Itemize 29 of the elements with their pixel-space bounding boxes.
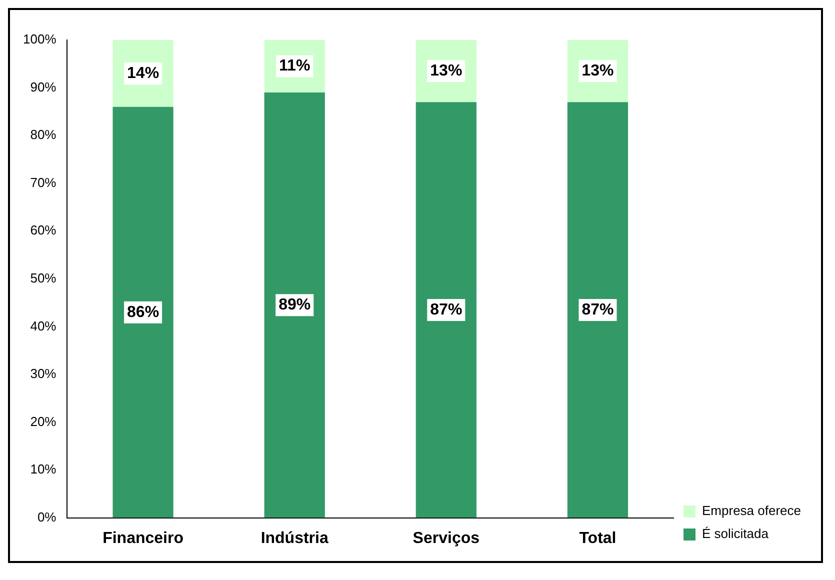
data-label: 87% bbox=[582, 301, 614, 318]
bar bbox=[112, 106, 174, 518]
x-tick-label: Total bbox=[579, 530, 616, 547]
y-tick-label: 30% bbox=[30, 366, 57, 382]
legend-label: É solicitada bbox=[702, 526, 770, 542]
data-label: 87% bbox=[430, 301, 462, 318]
data-label: 89% bbox=[278, 296, 311, 314]
bar bbox=[567, 102, 628, 518]
y-tick-label: 100% bbox=[23, 32, 57, 47]
data-label: 13% bbox=[582, 62, 614, 80]
y-tick-label: 80% bbox=[30, 127, 57, 142]
x-tick-label: Financeiro bbox=[102, 530, 184, 547]
x-tick-label: Serviços bbox=[412, 530, 480, 547]
y-tick-label: 10% bbox=[30, 462, 57, 477]
y-tick-label: 50% bbox=[30, 270, 57, 286]
data-label: 11% bbox=[279, 58, 310, 75]
data-label: 86% bbox=[127, 304, 160, 321]
y-tick-label: 0% bbox=[37, 509, 57, 524]
bar bbox=[416, 102, 476, 518]
y-tick-label: 60% bbox=[30, 222, 57, 238]
y-tick-label: 40% bbox=[30, 318, 57, 334]
x-tick-label: Indústria bbox=[260, 530, 328, 547]
y-tick-label: 20% bbox=[30, 414, 57, 429]
data-label: 13% bbox=[430, 62, 462, 80]
data-label: 14% bbox=[127, 64, 160, 82]
bar bbox=[264, 92, 325, 518]
legend-label: Empresa oferece bbox=[702, 503, 802, 518]
y-tick-label: 70% bbox=[30, 174, 57, 190]
y-tick-label: 90% bbox=[30, 79, 57, 94]
